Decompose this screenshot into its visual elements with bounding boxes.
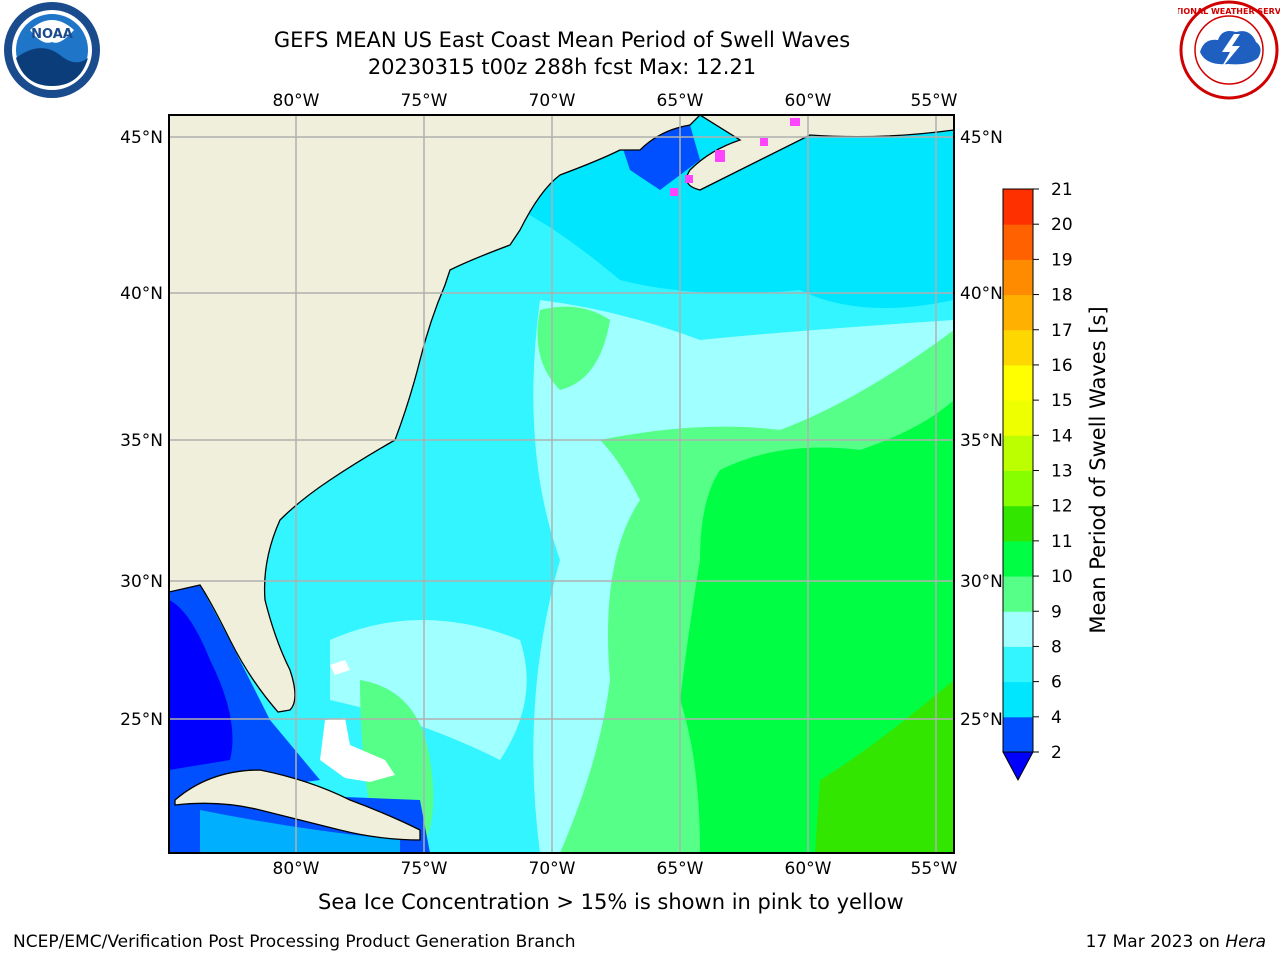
noaa-logo: NOAA xyxy=(4,2,100,98)
colorbar-tick-label: 17 xyxy=(1051,321,1073,341)
credit-left: NCEP/EMC/Verification Post Processing Pr… xyxy=(13,932,576,952)
lon-label-top: 60°W xyxy=(785,91,832,111)
colorbar-segment xyxy=(1003,576,1033,612)
colorbar-tick-label: 12 xyxy=(1051,497,1073,517)
colorbar-tick-label: 11 xyxy=(1051,532,1073,552)
colorbar-tick-label: 9 xyxy=(1051,602,1062,622)
colorbar-tick-label: 2 xyxy=(1051,743,1062,763)
colorbar-segment xyxy=(1003,540,1033,577)
lat-label-right: 25°N xyxy=(960,710,1003,730)
lat-label-left: 45°N xyxy=(120,128,163,148)
colorbar: 2 4 6 8 9 10 11 12 13 14 15 16 17 18 19 20 21 xyxy=(1002,180,1073,782)
colorbar-segment xyxy=(1003,294,1033,331)
colorbar-segment xyxy=(1003,646,1033,683)
colorbar-tick-label: 6 xyxy=(1051,673,1062,693)
lon-label-bottom: 65°W xyxy=(657,859,704,879)
credit-machine: Hera xyxy=(1225,932,1266,952)
lon-label-top: 75°W xyxy=(401,91,448,111)
lon-label-bottom: 80°W xyxy=(273,859,320,879)
lat-label-left: 30°N xyxy=(120,572,163,592)
colorbar-tick-label: 8 xyxy=(1051,637,1062,657)
colorbar-tick-label: 4 xyxy=(1051,708,1062,728)
lon-label-bottom: 55°W xyxy=(911,859,958,879)
colorbar-label: Mean Period of Swell Waves [s] xyxy=(1086,306,1110,633)
lat-label-left: 35°N xyxy=(120,431,163,451)
map-frame xyxy=(168,114,955,854)
lat-label-right: 30°N xyxy=(960,572,1003,592)
nws-logo-text: NATIONAL WEATHER SERVICE xyxy=(1178,7,1280,16)
national-weather-service-logo: NATIONAL WEATHER SERVICE xyxy=(1178,0,1280,100)
colorbar-tick-label: 20 xyxy=(1051,215,1073,235)
colorbar-under-triangle xyxy=(1002,751,1034,782)
lat-label-right: 35°N xyxy=(960,431,1003,451)
lon-label-top: 70°W xyxy=(529,91,576,111)
lat-label-right: 40°N xyxy=(960,284,1003,304)
map-title: GEFS MEAN US East Coast Mean Period of S… xyxy=(273,28,851,52)
map-subtitle: 20230315 t00z 288h fcst Max: 12.21 xyxy=(367,55,757,79)
lon-label-top: 65°W xyxy=(657,91,704,111)
colorbar-tick-label: 18 xyxy=(1051,286,1073,306)
colorbar-segment xyxy=(1003,259,1033,296)
colorbar-segment xyxy=(1003,329,1033,366)
graticule xyxy=(169,115,954,853)
colorbar-segment xyxy=(1003,364,1033,401)
colorbar-segment xyxy=(1003,224,1033,260)
colorbar-tick-label: 13 xyxy=(1051,462,1073,482)
credit-right: 17 Mar 2023 on Hera xyxy=(1086,932,1266,952)
colorbar-tick-label: 15 xyxy=(1051,391,1073,411)
lat-label-left: 40°N xyxy=(120,284,163,304)
colorbar-segment xyxy=(1003,716,1033,753)
colorbar-segment xyxy=(1003,400,1033,436)
map-field xyxy=(169,115,954,853)
lon-label-bottom: 70°W xyxy=(529,859,576,879)
colorbar-segment xyxy=(1003,435,1033,471)
lat-label-left: 25°N xyxy=(120,710,163,730)
colorbar-segment xyxy=(1003,470,1033,507)
colorbar-tick-label: 10 xyxy=(1051,567,1073,587)
lon-label-top: 55°W xyxy=(911,91,958,111)
lon-label-bottom: 60°W xyxy=(785,859,832,879)
colorbar-tick-label: 14 xyxy=(1051,426,1073,446)
noaa-logo-text: NOAA xyxy=(31,27,73,42)
colorbar-segment xyxy=(1003,505,1033,542)
lon-label-top: 80°W xyxy=(273,91,320,111)
lat-label-right: 45°N xyxy=(960,128,1003,148)
colorbar-segment xyxy=(1003,681,1033,718)
credit-date: 17 Mar 2023 on xyxy=(1085,932,1226,952)
sea-ice-footnote: Sea Ice Concentration > 15% is shown in … xyxy=(318,890,904,914)
colorbar-segment xyxy=(1003,611,1033,647)
colorbar-tick-label: 16 xyxy=(1051,356,1073,376)
colorbar-tick-label: 19 xyxy=(1051,250,1073,270)
lon-label-bottom: 75°W xyxy=(401,859,448,879)
colorbar-segment xyxy=(1003,189,1033,225)
colorbar-tick-label: 21 xyxy=(1051,180,1073,200)
